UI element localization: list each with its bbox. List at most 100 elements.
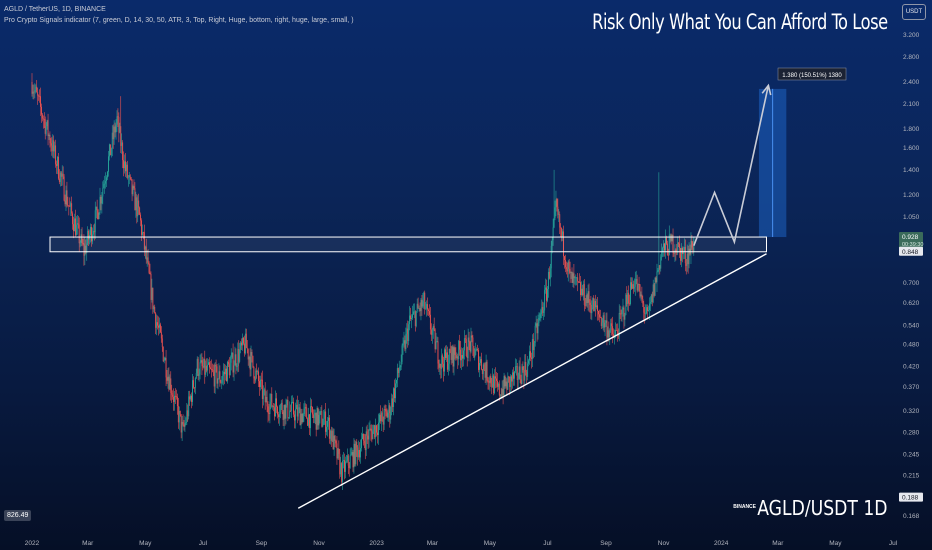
candle-body bbox=[150, 273, 152, 300]
time-axis[interactable]: 2022 Mar May Jul Sep Nov 2023 Mar May Jul Sep Nov 20… bbox=[25, 540, 898, 547]
candle-body bbox=[45, 126, 47, 134]
candle-body bbox=[570, 271, 572, 273]
y-tick-label: 1.050 bbox=[903, 214, 920, 221]
candle-body bbox=[178, 411, 180, 423]
candle-body bbox=[572, 273, 574, 283]
candle-body bbox=[529, 351, 530, 361]
candle-body bbox=[629, 303, 631, 305]
candle-body bbox=[206, 365, 208, 371]
candle-body bbox=[541, 307, 543, 311]
candle-body bbox=[510, 376, 512, 387]
candle-body bbox=[420, 299, 422, 312]
candle-body bbox=[661, 252, 663, 257]
candle-body bbox=[291, 402, 293, 411]
candle-body bbox=[109, 144, 111, 156]
candle-body bbox=[601, 322, 603, 326]
y-tick-label: 0.540 bbox=[903, 322, 920, 329]
candle-body bbox=[688, 248, 690, 265]
candle-body bbox=[650, 294, 652, 303]
candle-body bbox=[576, 277, 578, 279]
candle-body bbox=[604, 322, 606, 328]
y-tick-label: 0.245 bbox=[903, 451, 920, 458]
candle-body bbox=[474, 354, 476, 358]
candle-body bbox=[299, 407, 301, 426]
candle-body bbox=[535, 323, 537, 326]
candle-body bbox=[637, 284, 639, 291]
candle-body bbox=[65, 190, 67, 205]
candle-body bbox=[138, 200, 140, 208]
candle-body bbox=[285, 405, 287, 419]
candle-body bbox=[60, 172, 62, 177]
candle-body bbox=[361, 439, 362, 449]
candle-body bbox=[598, 314, 600, 318]
candle-body bbox=[276, 398, 277, 407]
candle-body bbox=[493, 375, 495, 393]
candle-body bbox=[391, 398, 393, 413]
candle-body bbox=[395, 379, 397, 384]
candle-body bbox=[408, 324, 410, 342]
candle-body bbox=[308, 414, 310, 426]
candle-body bbox=[93, 230, 95, 233]
candle-body bbox=[318, 415, 320, 426]
candle-body bbox=[90, 227, 91, 235]
candle-body bbox=[336, 443, 338, 459]
candle-body bbox=[312, 414, 314, 419]
candle-body bbox=[579, 281, 581, 283]
candle-body bbox=[140, 214, 142, 221]
candle-body bbox=[457, 356, 459, 360]
candle-body bbox=[159, 324, 161, 333]
candle-body bbox=[495, 376, 496, 379]
candle-body bbox=[426, 304, 428, 309]
candle-body bbox=[345, 460, 347, 462]
candle-body bbox=[97, 210, 99, 220]
candle-body bbox=[179, 411, 181, 415]
candle-body bbox=[591, 308, 593, 314]
candle-body bbox=[373, 425, 375, 430]
candle-body bbox=[198, 374, 200, 376]
symbol-legend[interactable]: AGLD / TetherUS, 1D, BINANCE bbox=[4, 6, 106, 13]
currency-button[interactable]: USDT bbox=[902, 4, 926, 20]
candle-body bbox=[617, 334, 619, 337]
candle-body bbox=[157, 322, 159, 326]
candle-body bbox=[209, 367, 211, 369]
y-tick-label: 2.400 bbox=[903, 79, 920, 86]
candle-body bbox=[648, 310, 649, 311]
candle-body bbox=[232, 352, 234, 373]
candle-body bbox=[120, 126, 122, 146]
candle-body bbox=[557, 206, 559, 215]
candle-body bbox=[401, 345, 403, 362]
candle-body bbox=[641, 294, 643, 299]
candle-body bbox=[125, 164, 127, 172]
candle-body bbox=[666, 243, 668, 255]
candle-body bbox=[592, 297, 594, 309]
candle-body bbox=[608, 330, 610, 337]
candle-body bbox=[390, 412, 392, 420]
candle-body bbox=[615, 330, 617, 331]
candle-body bbox=[278, 413, 280, 418]
indicator-legend[interactable]: Pro Crypto Signals indicator (7, green, … bbox=[4, 17, 354, 24]
candle-body bbox=[606, 320, 608, 338]
candle-body bbox=[192, 380, 193, 402]
candle-body bbox=[560, 227, 562, 229]
candle-body bbox=[274, 407, 276, 417]
candle-body bbox=[243, 337, 244, 344]
candle-body bbox=[463, 338, 465, 351]
candle-body bbox=[189, 396, 191, 400]
drawing-layer: 1.380 (150.51%) 1380 bbox=[49, 67, 847, 509]
candle-body bbox=[106, 177, 108, 182]
candle-body bbox=[369, 428, 371, 430]
candle-body bbox=[181, 422, 183, 433]
candle-body bbox=[199, 362, 201, 375]
candle-body bbox=[377, 432, 378, 436]
candle-body bbox=[95, 206, 97, 211]
candle-body bbox=[566, 269, 568, 272]
candle-body bbox=[425, 308, 427, 310]
candle-body bbox=[277, 414, 279, 418]
candle-body bbox=[668, 234, 670, 256]
y-tick-label: 2.800 bbox=[903, 54, 920, 61]
y-tick-label: 0.215 bbox=[903, 473, 920, 480]
candle-body bbox=[371, 431, 373, 440]
price-axis[interactable]: 3.200 2.800 2.400 2.100 1.800 1.600 1.400 1.200… bbox=[899, 32, 923, 520]
candle-body bbox=[513, 371, 515, 379]
